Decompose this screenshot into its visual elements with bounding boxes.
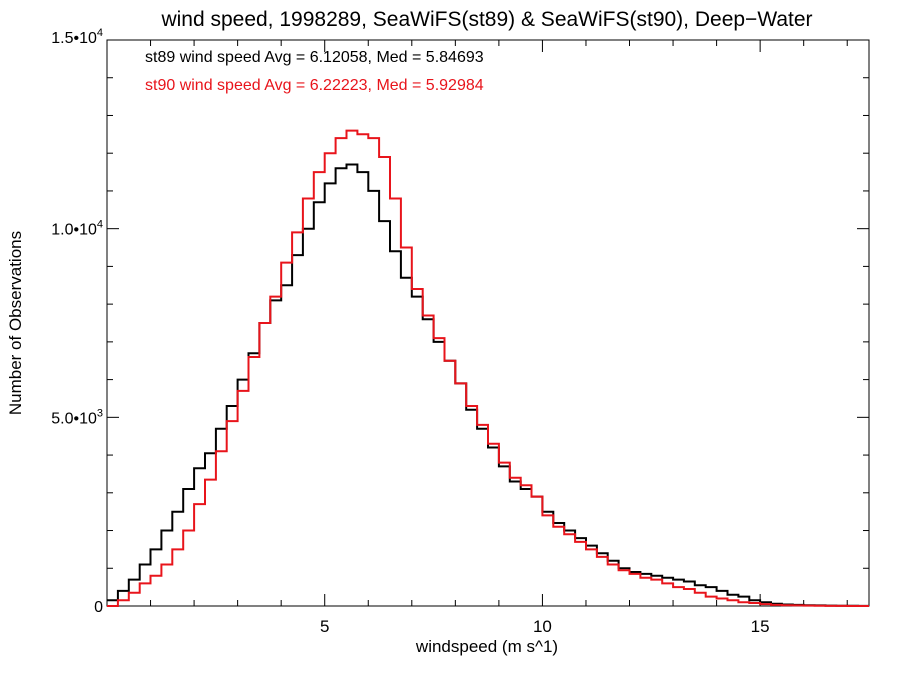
- series-line-st90: [107, 129, 869, 607]
- x-axis-label: windspeed (m s^1): [415, 637, 558, 656]
- annotation-st89: st89 wind speed Avg = 6.12058, Med = 5.8…: [145, 49, 484, 66]
- x-tick-label: 15: [751, 617, 770, 636]
- axis-ticks: [107, 40, 869, 606]
- y-tick-label: 5.0•103: [51, 407, 103, 427]
- y-tick-label: 0: [94, 599, 103, 616]
- x-tick-label: 10: [533, 617, 552, 636]
- tick-labels: 5 10 15 0 5.0•103 1.0•104 1.5•104: [51, 27, 769, 636]
- series-line-st89: [107, 163, 869, 607]
- y-axis-label: Number of Observations: [6, 231, 25, 415]
- annotation-st90: st90 wind speed Avg = 6.22223, Med = 5.9…: [145, 77, 484, 94]
- y-tick-label: 1.5•104: [51, 27, 103, 47]
- x-tick-label: 5: [320, 617, 329, 636]
- series-layer: [107, 129, 869, 607]
- chart-title: wind speed, 1998289, SeaWiFS(st89) & Sea…: [160, 8, 812, 31]
- plot-frame: [106, 39, 870, 607]
- y-tick-label: 1.0•104: [51, 219, 103, 239]
